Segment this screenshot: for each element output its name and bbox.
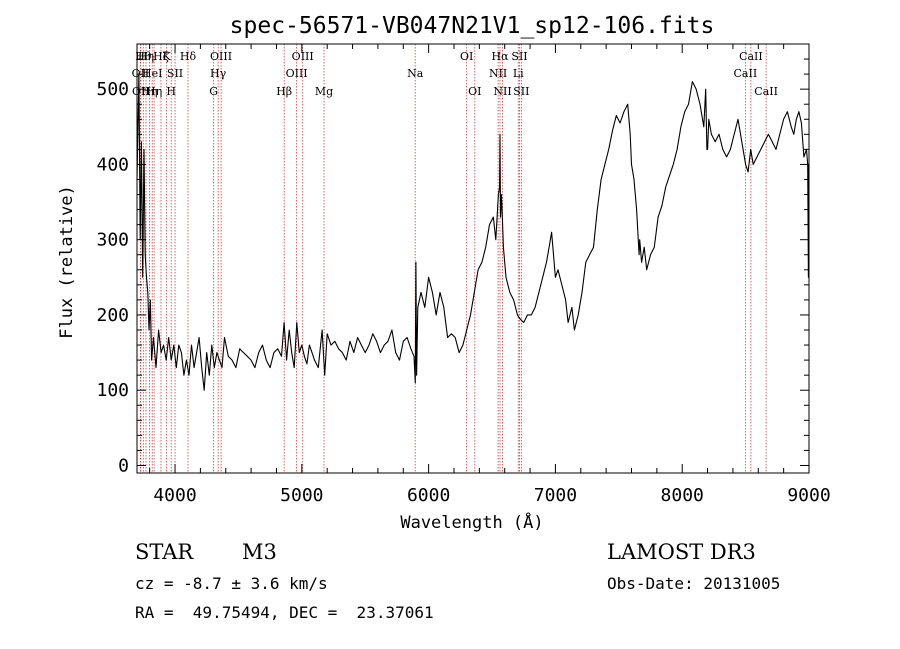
line-label-hη: Hη	[138, 50, 154, 63]
line-label-sii: SII	[511, 50, 527, 63]
x-tick-label: 4000	[153, 485, 196, 506]
line-label-na: Na	[407, 67, 424, 80]
x-tick-label: 7000	[534, 485, 577, 506]
line-label-hγ: Hγ	[210, 67, 227, 80]
line-label-mg: Mg	[315, 85, 333, 98]
line-label-hη: Hη	[146, 85, 162, 98]
line-label-hei: HeI	[142, 67, 162, 80]
x-tick-label: 9000	[787, 485, 830, 506]
line-label-caii: CaII	[734, 67, 758, 80]
line-label-oiii: OIII	[292, 50, 314, 63]
line-label-hα: Hα	[491, 50, 509, 63]
y-tick-label: 200	[96, 305, 129, 326]
line-label-li: Li	[513, 67, 524, 80]
coordinates: RA = 49.75494, DEC = 23.37061	[135, 603, 434, 622]
line-label-sii: SII	[513, 85, 529, 98]
x-axis-ticks: 4000 5000 6000 7000 8000 9000	[149, 44, 831, 506]
line-label-hδ: Hδ	[180, 50, 197, 63]
object-class: STAR	[135, 540, 194, 564]
line-label-oiii: OIII	[210, 50, 232, 63]
line-label-caii: CaII	[754, 85, 778, 98]
redshift-velocity: cz = -8.7 ± 3.6 km/s	[135, 574, 328, 593]
y-tick-label: 500	[96, 79, 129, 100]
line-label-h: H	[166, 85, 176, 98]
y-tick-label: 300	[96, 230, 129, 251]
line-label-caii: CaII	[739, 50, 763, 63]
line-label-hβ: Hβ	[276, 85, 292, 98]
line-label-hζ: Hζ	[153, 50, 169, 63]
chart-title: spec-56571-VB047N21V1_sp12-106.fits	[230, 13, 715, 39]
line-label-oi: OI	[460, 50, 473, 63]
emission-line-markers	[140, 44, 767, 473]
line-label-oiii: OIII	[286, 67, 308, 80]
line-label-nii: NII	[489, 67, 507, 80]
line-label-oii: OII	[132, 85, 150, 98]
flux-series-line	[136, 73, 810, 391]
line-label-oi: OI	[468, 85, 481, 98]
y-axis-label: Flux (relative)	[57, 185, 77, 339]
line-label-hθ: Hθ	[135, 50, 152, 63]
x-tick-label: 6000	[407, 485, 450, 506]
emission-line-labels: OIIOIIHθHηHηHeIHηHζKHSIIHδGHγOIIIHβOIIIO…	[132, 50, 778, 98]
line-label-sii: SII	[167, 67, 183, 80]
line-label-k: K	[163, 50, 172, 63]
y-tick-label: 0	[118, 455, 129, 476]
x-tick-label: 5000	[280, 485, 323, 506]
object-subclass: M3	[242, 540, 277, 564]
line-label-oii: OII	[132, 67, 150, 80]
plot-frame	[136, 43, 810, 474]
observation-date: Obs-Date: 20131005	[607, 574, 781, 593]
y-tick-label: 400	[96, 154, 129, 175]
line-label-hη: Hη	[141, 85, 157, 98]
line-label-nii: NII	[493, 85, 511, 98]
x-axis-label: Wavelength (Å)	[400, 511, 543, 533]
line-label-g: G	[209, 85, 218, 98]
x-tick-label: 8000	[661, 485, 704, 506]
y-tick-label: 100	[96, 380, 129, 401]
survey-name: LAMOST DR3	[607, 540, 756, 564]
y-axis-ticks: 0 100 200 300 400 500	[96, 58, 809, 476]
